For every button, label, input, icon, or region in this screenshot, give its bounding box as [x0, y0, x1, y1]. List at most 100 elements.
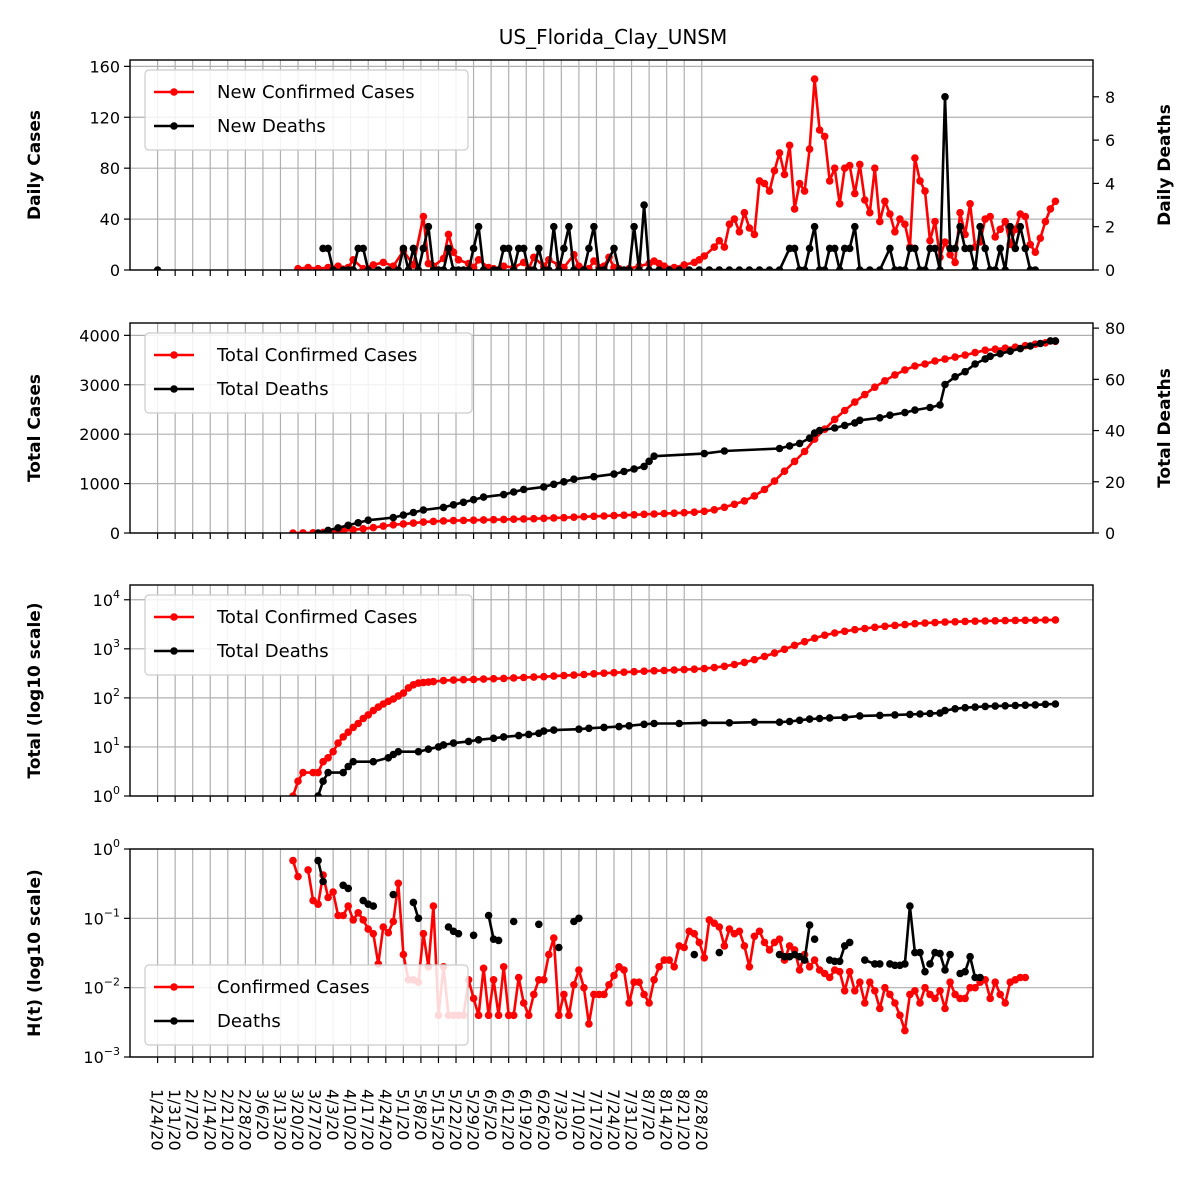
data-point — [585, 1020, 593, 1028]
data-point — [484, 911, 493, 920]
data-point — [946, 950, 954, 959]
plot-frame — [129, 59, 1094, 271]
data-point — [946, 250, 954, 259]
data-point — [560, 478, 568, 486]
data-point — [951, 244, 959, 253]
data-point — [540, 976, 548, 984]
y-tick-label: 80 — [100, 159, 120, 178]
data-point — [620, 467, 628, 476]
x-tick-label: 5/29/20 — [464, 1089, 483, 1151]
data-point — [535, 244, 543, 253]
data-point — [720, 662, 729, 671]
data-point — [289, 856, 297, 865]
data-point — [745, 224, 754, 232]
data-point — [464, 737, 473, 746]
data-point — [519, 673, 528, 682]
data-point — [590, 670, 598, 678]
data-point — [1001, 266, 1009, 270]
data-point — [319, 777, 327, 785]
x-tick-label: 8/7/20 — [639, 1089, 658, 1141]
x-tick-label: 4/17/20 — [358, 1089, 377, 1151]
data-point — [429, 517, 438, 526]
data-point — [775, 444, 784, 453]
data-point — [550, 222, 558, 231]
data-point — [379, 923, 388, 931]
x-tick-label: 6/5/20 — [481, 1089, 500, 1141]
data-point — [866, 208, 874, 217]
data-point — [851, 222, 859, 231]
data-point — [700, 252, 709, 260]
data-point — [690, 508, 699, 516]
x-tick-label: 7/31/20 — [622, 1089, 641, 1151]
data-point — [845, 161, 854, 170]
data-point — [705, 266, 714, 270]
data-point — [790, 244, 799, 253]
data-point — [620, 966, 628, 974]
plot-frame — [129, 848, 1094, 1058]
data-point — [695, 266, 704, 270]
legend-box — [144, 332, 473, 414]
data-point — [896, 1011, 904, 1020]
data-point — [845, 938, 854, 947]
data-point — [991, 702, 999, 710]
data-point — [936, 401, 944, 409]
data-point — [780, 170, 789, 179]
data-point — [800, 266, 809, 270]
data-point — [795, 439, 804, 448]
data-point — [384, 266, 393, 270]
legend-label: Total Confirmed Cases — [216, 607, 417, 628]
data-point — [294, 872, 302, 881]
data-point — [439, 266, 448, 270]
data-point — [489, 976, 498, 984]
data-point — [399, 950, 408, 959]
data-point — [961, 703, 969, 712]
data-point — [951, 353, 959, 361]
data-point — [725, 220, 734, 228]
data-point — [966, 200, 974, 208]
y-tick-label: 40 — [100, 210, 120, 229]
data-point — [715, 236, 724, 245]
panel-3: 100 101 102 103 104 Total (log10 scale) Total … — [25, 584, 1094, 806]
data-point — [825, 973, 834, 982]
data-point — [740, 942, 749, 950]
legend: Total Confirmed Cases Total Deaths — [144, 332, 473, 414]
panel-1: 0 40 80 120 160 0 2 4 6 8 Daily Cases Daily Deaths N… — [25, 57, 1175, 280]
data-point — [911, 619, 919, 628]
data-point — [339, 768, 348, 777]
data-point — [1051, 197, 1060, 206]
data-point — [369, 902, 378, 910]
data-point — [720, 942, 729, 950]
x-tick-label: 3/27/20 — [306, 1089, 325, 1151]
data-point — [800, 187, 809, 195]
series-total-deaths — [314, 337, 1060, 533]
data-point — [339, 733, 348, 741]
data-point — [770, 477, 779, 485]
data-point — [414, 914, 423, 923]
data-point — [1021, 212, 1030, 221]
data-point — [1016, 344, 1025, 353]
data-point — [871, 623, 879, 632]
data-point — [675, 266, 683, 270]
data-point — [750, 655, 759, 664]
data-point — [861, 196, 869, 204]
data-point — [956, 222, 964, 231]
data-point — [349, 266, 357, 270]
data-point — [560, 990, 568, 999]
data-point — [479, 964, 488, 973]
data-point — [866, 266, 874, 270]
data-point — [620, 511, 628, 519]
data-point — [680, 665, 688, 674]
data-point — [429, 677, 438, 686]
y-tick-label: 1000 — [79, 475, 120, 494]
data-point — [961, 994, 969, 1003]
data-point — [494, 936, 503, 945]
data-point — [845, 244, 854, 253]
data-point — [479, 675, 488, 683]
data-point — [901, 1026, 909, 1035]
data-point — [389, 890, 398, 899]
data-point — [324, 526, 332, 533]
data-point — [590, 472, 598, 481]
data-point — [981, 244, 989, 253]
data-point — [896, 215, 904, 223]
